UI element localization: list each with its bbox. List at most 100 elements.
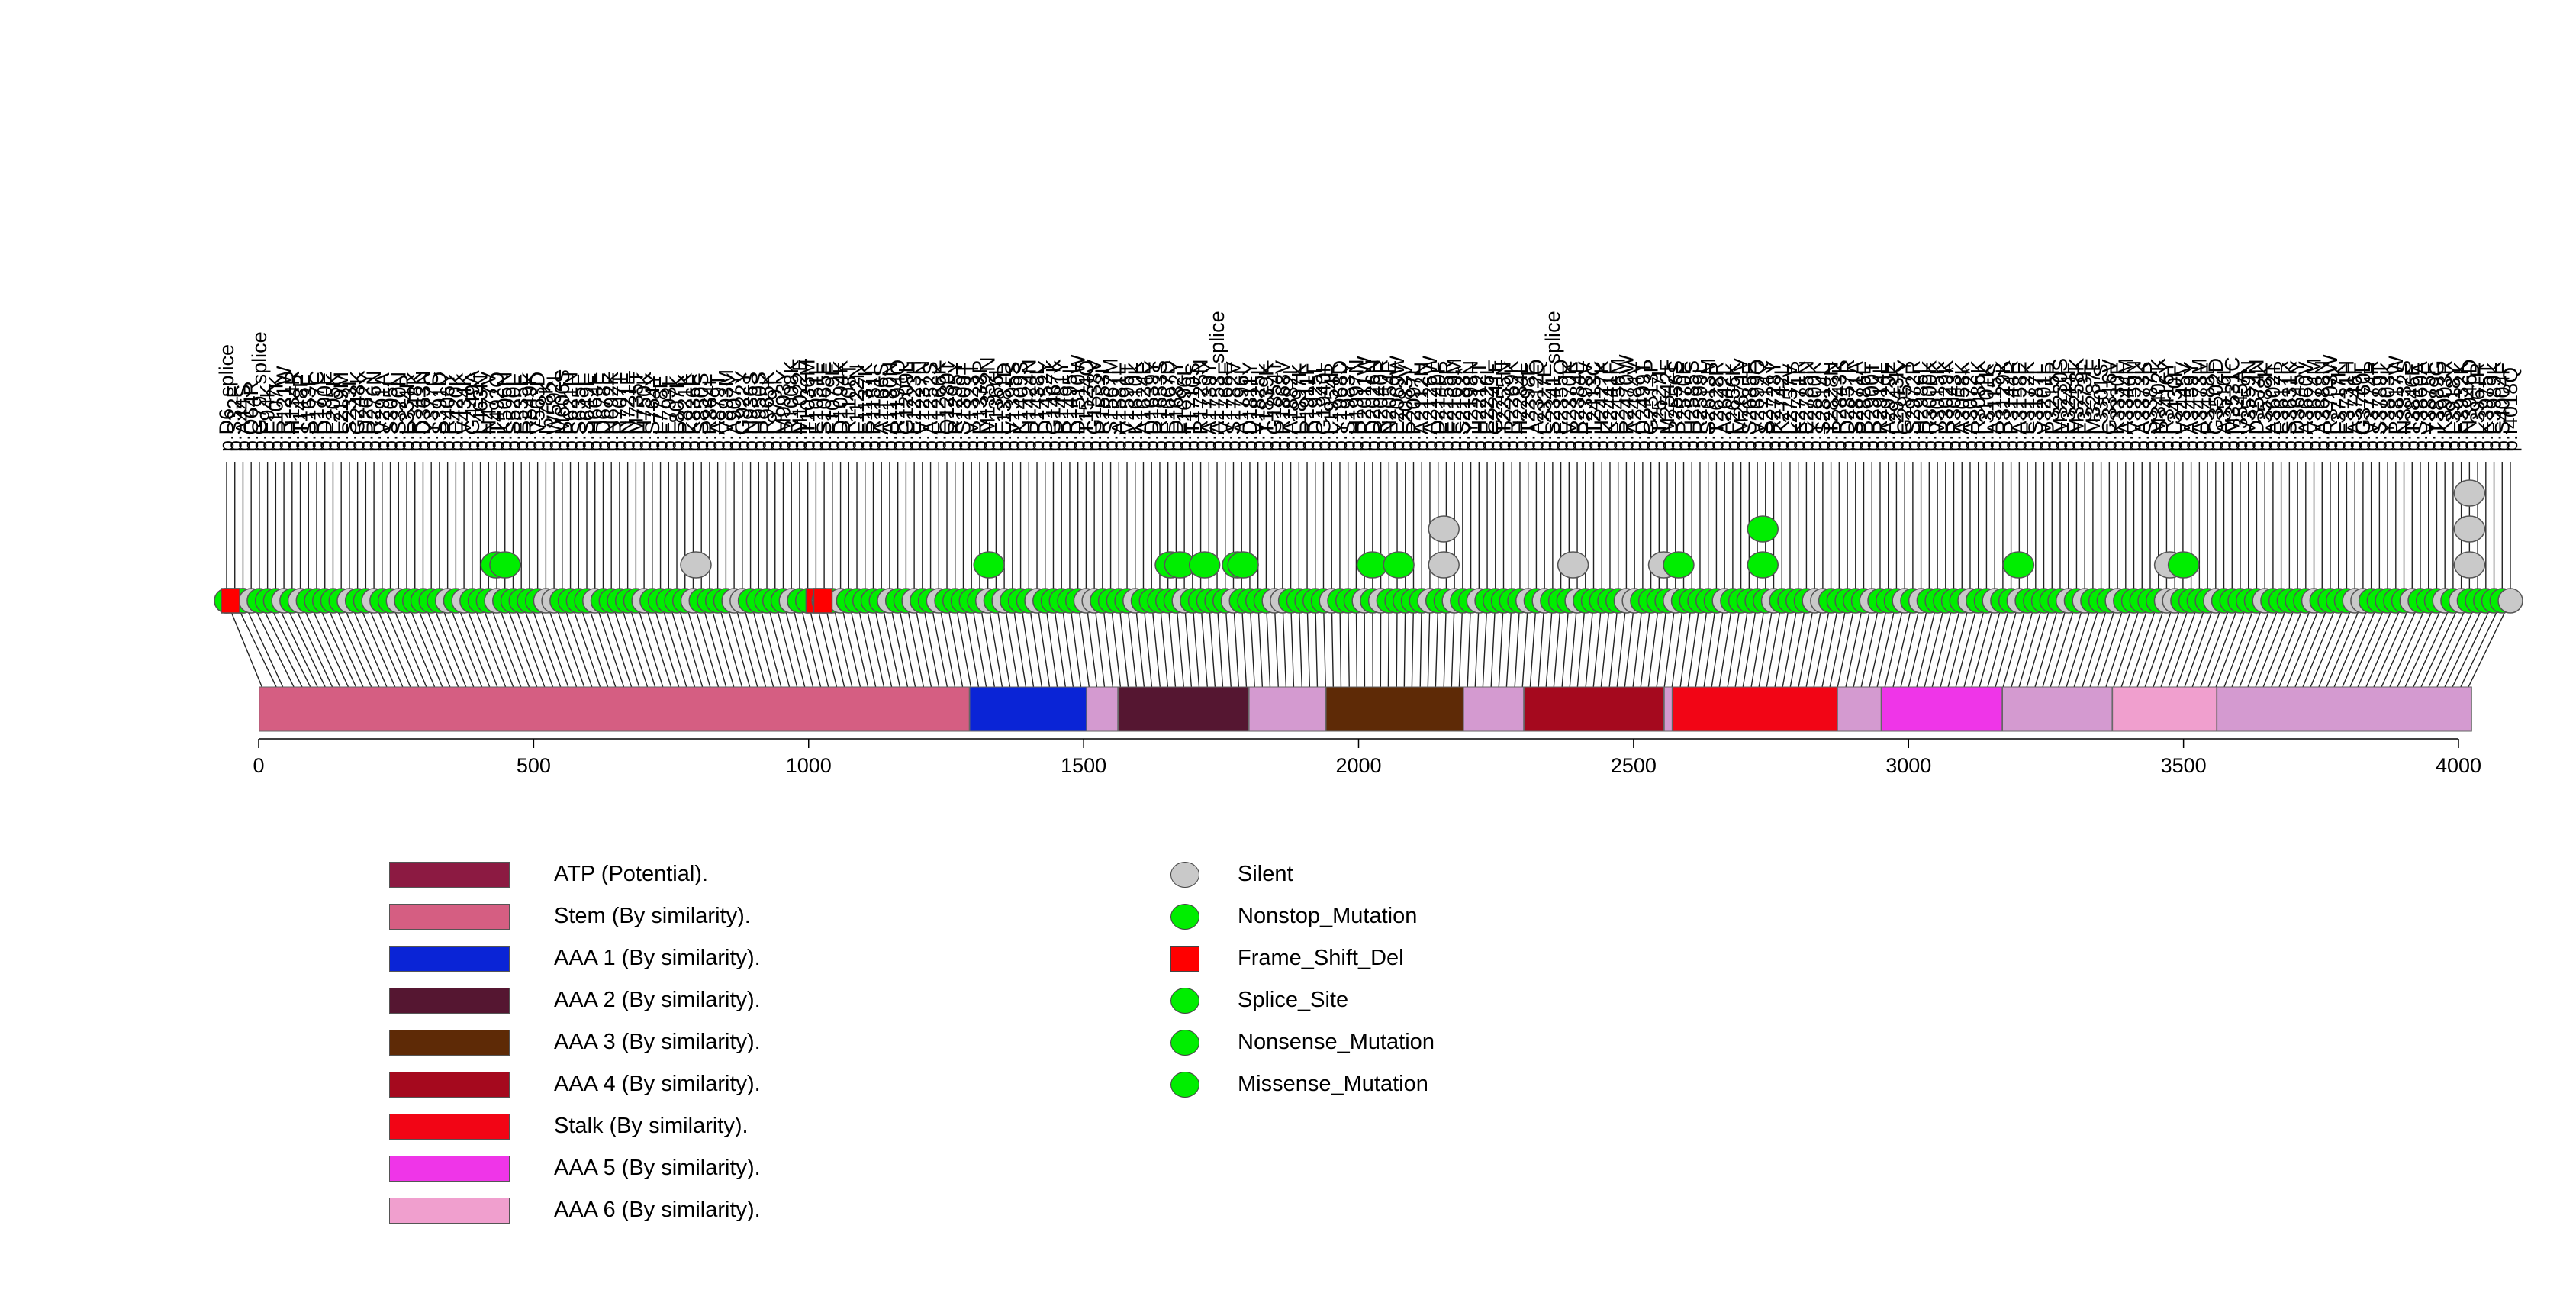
legend-label: Silent [1238, 862, 1293, 886]
mutation-label: p.N3946D [2458, 359, 2481, 452]
mutation-label: p.V3559N [2237, 360, 2260, 452]
mutation-label: p.H950S [747, 372, 770, 452]
legend-swatch [389, 1113, 510, 1140]
mutation-label: p.V1237N [911, 360, 934, 452]
domain-block [2112, 686, 2217, 732]
mutation-label: p.A3602T [2262, 363, 2285, 452]
legend-swatch [389, 1197, 510, 1224]
mutation-label: p.A3746F [2343, 363, 2366, 452]
mutation-label: p.A3688N [2310, 360, 2333, 452]
legend-label: AAA 2 (By similarity). [554, 988, 761, 1012]
mutation-label: p.M3402K [2147, 358, 2170, 452]
mutation-label: p.A44S [231, 384, 254, 452]
mutation-label: p.R549K [518, 372, 541, 452]
mutation-label: p.R707T [608, 372, 631, 452]
mutation-label: p.V893M [714, 369, 737, 452]
legend-label: Frame_Shift_Del [1238, 946, 1404, 970]
legend-item: Nonstop_Mutation [1170, 895, 1435, 937]
missense-stack-marker [2002, 551, 2035, 579]
mutation-label: p.V1596T [1116, 363, 1138, 452]
mutation-label: p.D2857R [1836, 359, 1859, 452]
legend-marker [1170, 903, 1199, 930]
mutation-label: p.A1180N [878, 362, 901, 452]
mutation-label: p.V3359N [2123, 360, 2146, 452]
mutation-label: p.A3459Y [2180, 361, 2203, 452]
mutation-label: p.D3574N [2245, 359, 2268, 452]
mutation-label: p.S1567M [1100, 358, 1122, 452]
legend-item: AAA 4 (By similarity). [389, 1063, 761, 1105]
mutation-label: p.D190E [314, 372, 336, 452]
mutation-label: p.F1696L [1173, 365, 1196, 452]
mutation-label: p.R406Y [436, 372, 459, 452]
x-axis: 0 500 1000 1500 2000 2500 3000 3500 4000 [253, 738, 2481, 777]
mutation-label: p.E1223H [903, 360, 926, 452]
mutation-label: p.E1051L [804, 363, 827, 452]
mutation-label: p.I3545A [2229, 369, 2252, 452]
mutation-label: p.M993Y [771, 369, 794, 452]
mutation-label: p.A3344M [2114, 358, 2137, 452]
mutation-label: p.S2714Y [1754, 361, 1777, 452]
mutation-label: p.D1639Y [1140, 360, 1163, 452]
missense-stack-marker [2167, 551, 2200, 579]
legend-item: Nonsense_Mutation [1170, 1021, 1435, 1063]
domain-block [1672, 686, 1838, 732]
domain-block [259, 686, 970, 732]
mutation-label: p.R3703W [2319, 354, 2342, 452]
mutation-label: p.K1610K [1124, 361, 1147, 452]
mutation-label: p.S2613M [1697, 358, 1720, 452]
mutation-label: p.A2484V [1623, 361, 1646, 452]
mutation-label: p.S635E [567, 372, 590, 452]
mutation-label: p.L3430F [2163, 365, 2186, 452]
mutation-label: p.F2656K [1721, 363, 1744, 452]
mutation-label: p.D6_splice [215, 344, 238, 452]
mutation-label: p.Q64R [240, 381, 262, 452]
mutation-label: p.S2814L [1811, 363, 1834, 452]
mutation-label: p.V3445V [2172, 361, 2194, 452]
mutation-label: p.T1710S [1181, 363, 1204, 452]
mutation-label: p.H134R [281, 370, 304, 452]
mutation-label: p.D1510W [1067, 354, 1090, 452]
mutation-label: p.E2155R [1435, 360, 1457, 452]
mutation-label: p.M3230S [2049, 358, 2072, 452]
mutation-label: p.S764Y [641, 372, 664, 452]
mutation-label: p.G922Y [731, 370, 754, 452]
mutation-label: p.S320N [387, 372, 410, 452]
mutation-label: p.L1954R [1320, 363, 1343, 452]
mutation-label: p.P2570E [1673, 361, 1695, 452]
mutation-label: p.K836E [681, 372, 704, 452]
mutation-label: p.P3817W [2384, 355, 2407, 452]
mutation-label: p.L2943K [1885, 363, 1908, 452]
legend-marker [1170, 861, 1199, 888]
mutation-label: p.S3387P [2139, 361, 2162, 452]
mutation-label: p.R2384E [1566, 360, 1589, 452]
domain-block [2001, 686, 2113, 732]
mutation-label: p.S2685E [1737, 361, 1760, 452]
mutation-label: p.M735T [624, 370, 647, 452]
mutation-label: p.T1036M [797, 359, 819, 452]
mutation-label: p.G1467K [1042, 359, 1064, 452]
mutation-label: p.P621N [559, 372, 582, 452]
mutation-label: p.R2470W [1615, 354, 1637, 452]
legend-label: AAA 6 (By similarity). [554, 1198, 761, 1222]
mutation-label: p.L979T [764, 376, 787, 452]
mutation-label: p.E3731H [2335, 360, 2358, 452]
mutation-label: p.V1825L [1247, 363, 1270, 452]
mutation-label: p.G1209L [894, 361, 917, 452]
mutation-label: p.D678E [591, 372, 614, 452]
mutation-label: p.L778E [649, 375, 672, 452]
domain-block [1663, 686, 1673, 732]
mutation-label: p.S3187L [2024, 363, 2047, 452]
mutation-label: p.E1667D [1157, 360, 1180, 452]
legend-label: Stem (By similarity). [554, 904, 751, 928]
mutation-label: p.R2914L [1869, 363, 1892, 452]
mutation-label: p.S649L [575, 375, 598, 452]
mutation-label: p.V3875F [2417, 363, 2440, 452]
mutation-label: p.L334R [395, 374, 418, 452]
mutation-label: p.R348K [404, 372, 427, 452]
legend-item: AAA 3 (By similarity). [389, 1021, 761, 1063]
missense-stack-marker [1747, 515, 1779, 543]
mutation-label: p.D1925L [1304, 363, 1327, 452]
mutation-label: p.S2972R [1901, 360, 1924, 452]
mutation-label: p.L2083V [1394, 363, 1417, 452]
